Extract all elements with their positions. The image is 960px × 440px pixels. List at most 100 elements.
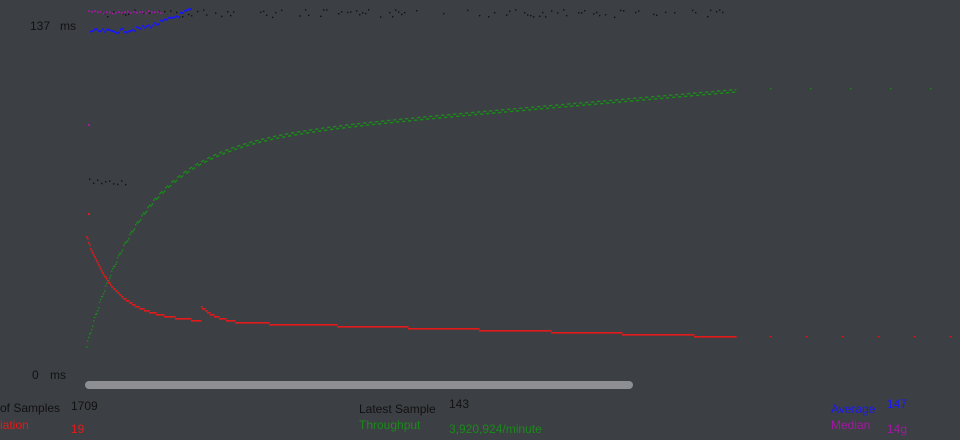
data-point [719, 9, 721, 11]
deviation-point [349, 326, 351, 328]
deviation-point [278, 324, 280, 326]
throughput-point [326, 129, 328, 131]
deviation-point [436, 328, 438, 330]
horizontal-scrollbar[interactable] [85, 381, 633, 389]
deviation-point [658, 334, 660, 336]
deviation-point [528, 330, 530, 332]
deviation-point [694, 336, 696, 338]
throughput-point [459, 113, 461, 115]
deviation-point [615, 332, 617, 334]
throughput-point [468, 114, 470, 116]
throughput-point [157, 197, 159, 199]
deviation-point [685, 334, 687, 336]
deviation-point [496, 330, 498, 332]
data-point [125, 14, 127, 16]
throughput-point [420, 119, 422, 121]
deviation-point [632, 334, 634, 336]
throughput-point [552, 107, 554, 109]
throughput-point [457, 115, 459, 117]
throughput-point [546, 107, 548, 110]
throughput-point [696, 94, 698, 97]
throughput-point [623, 98, 625, 100]
deviation-point [311, 324, 313, 326]
throughput-point [434, 117, 436, 120]
throughput-point [394, 119, 396, 121]
deviation-point [380, 326, 382, 328]
throughput-point [690, 95, 692, 97]
throughput-point [448, 114, 450, 116]
data-point [416, 10, 418, 12]
throughput-point [301, 133, 303, 135]
deviation-point [732, 336, 734, 338]
deviation-point [259, 322, 261, 324]
throughput-point [624, 100, 626, 103]
throughput-point [564, 106, 566, 108]
deviation-point [707, 336, 709, 338]
deviation-point [345, 326, 347, 328]
deviation-point [285, 324, 287, 326]
throughput-point [241, 146, 243, 148]
deviation-point [174, 316, 176, 318]
deviation-point [575, 332, 577, 334]
deviation-point [489, 330, 491, 332]
throughput-point [389, 119, 391, 122]
deviation-point [280, 324, 282, 326]
deviation-point [412, 328, 414, 330]
deviation-point [434, 328, 436, 330]
deviation-point [315, 324, 317, 326]
throughput-point [670, 94, 672, 96]
throughput-point [297, 131, 299, 133]
average-point [166, 18, 168, 21]
deviation-point [165, 316, 167, 318]
deviation-point [140, 308, 142, 310]
throughput-point [526, 107, 528, 109]
throughput-point [610, 99, 612, 102]
deviation-point [100, 268, 102, 270]
data-point [125, 183, 127, 186]
throughput-point [218, 155, 220, 157]
throughput-point [510, 110, 512, 113]
deviation-point [566, 332, 568, 334]
deviation-point [470, 328, 472, 330]
deviation-point [382, 326, 384, 328]
throughput-point [392, 121, 394, 124]
throughput-point [342, 127, 344, 129]
throughput-point [704, 94, 706, 96]
throughput-point [418, 116, 420, 119]
deviation-point [355, 326, 357, 328]
throughput-point [725, 89, 727, 92]
deviation-point [572, 332, 574, 334]
data-point [308, 14, 310, 17]
deviation-point [701, 336, 703, 338]
throughput-point [595, 103, 597, 105]
data-point [710, 9, 712, 12]
deviation-point [452, 328, 454, 330]
deviation-point [377, 326, 379, 328]
deviation-point [405, 326, 407, 328]
throughput-point [411, 117, 413, 119]
deviation-point [649, 334, 651, 336]
throughput-point [266, 139, 268, 142]
throughput-point [376, 121, 378, 123]
deviation-point [592, 332, 594, 334]
throughput-point [478, 111, 480, 113]
data-point [581, 12, 583, 14]
throughput-point [850, 88, 852, 90]
throughput-point [711, 91, 713, 93]
throughput-point [213, 154, 215, 157]
deviation-point [640, 334, 642, 336]
deviation-point [305, 324, 307, 326]
throughput-point [121, 251, 123, 253]
data-point [494, 12, 496, 14]
throughput-point [671, 94, 673, 96]
throughput-point [292, 132, 294, 134]
data-point [545, 16, 547, 18]
deviation-point [92, 252, 94, 254]
deviation-point [682, 334, 684, 336]
deviation-point [231, 320, 233, 322]
deviation-point [663, 334, 665, 336]
deviation-point [117, 292, 119, 294]
throughput-point [439, 117, 441, 119]
deviation-point [569, 332, 571, 334]
deviation-point [281, 324, 283, 326]
